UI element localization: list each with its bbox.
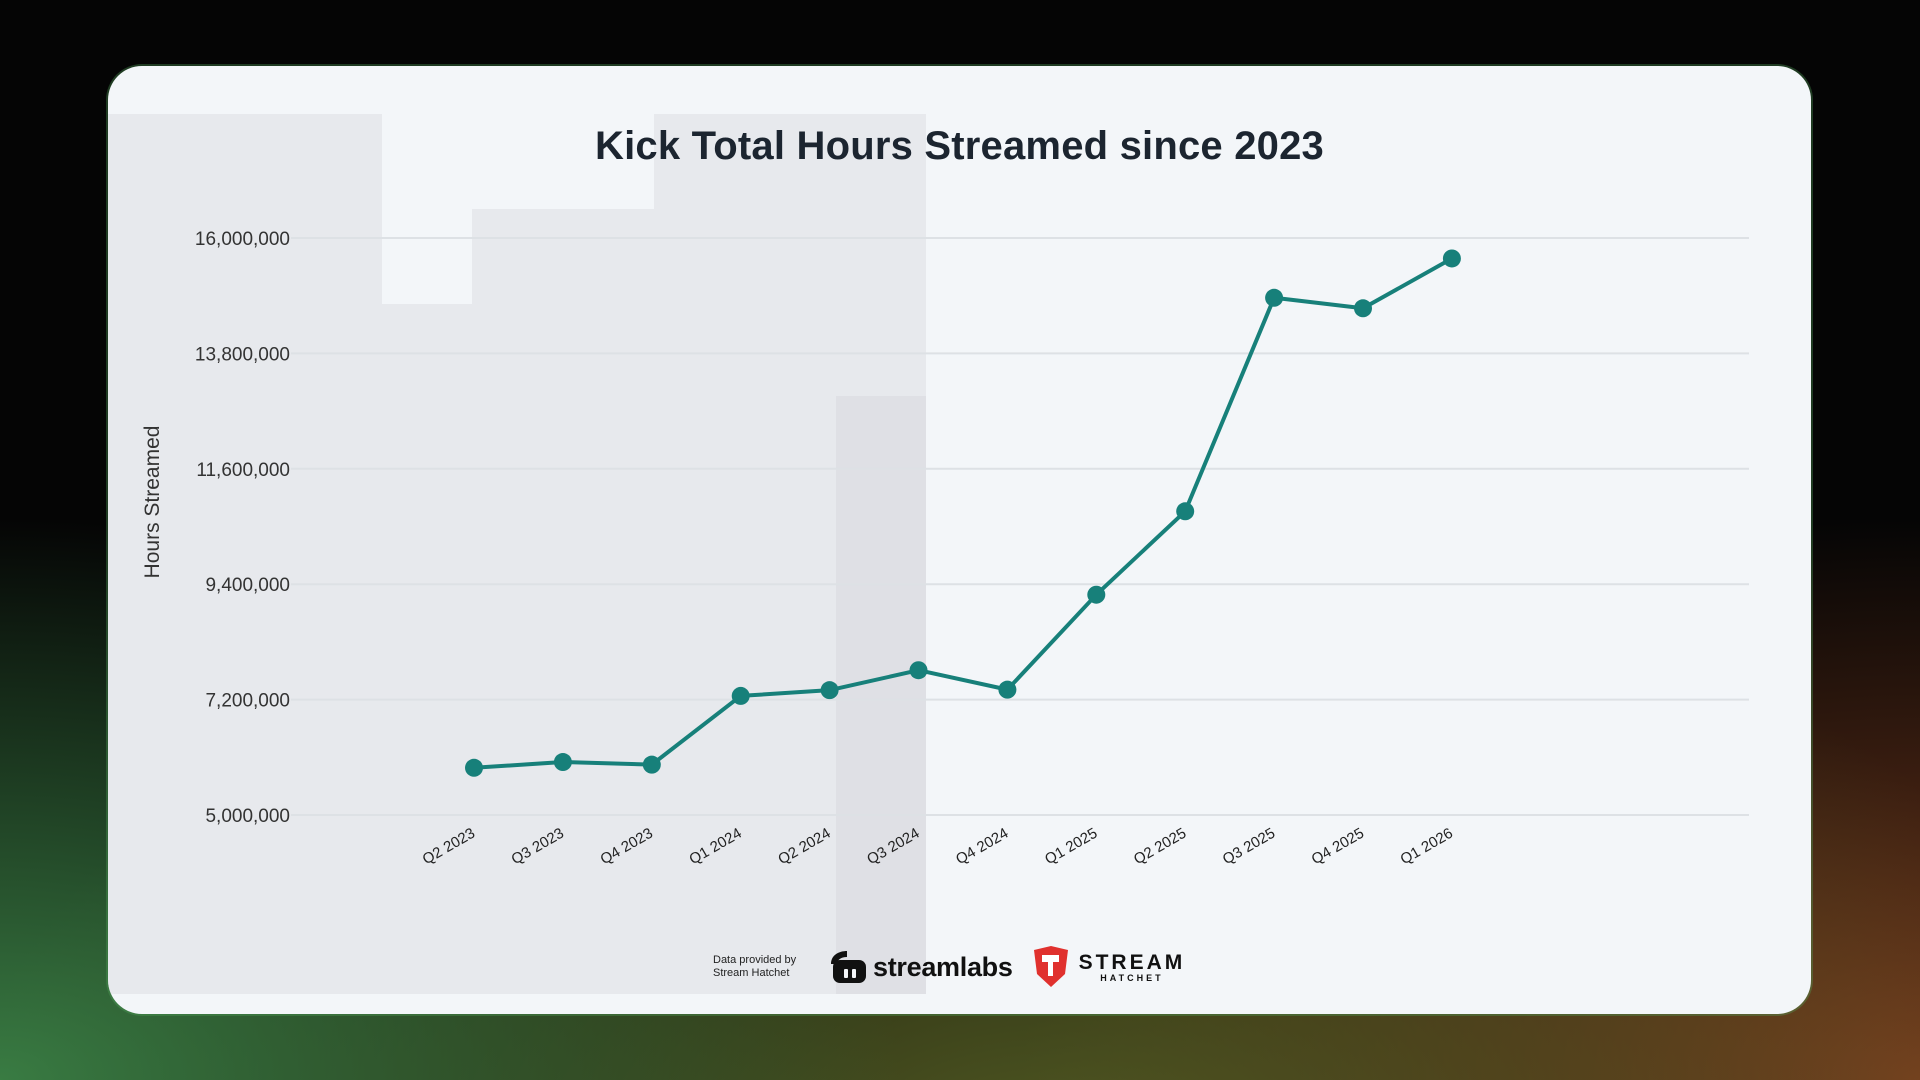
data-point — [909, 661, 928, 680]
y-axis-label: Hours Streamed — [141, 426, 164, 579]
data-point — [465, 758, 483, 777]
y-tick-label: 5,000,000 — [205, 806, 290, 827]
line-chart: 5,000,000 7,200,000 9,400,000 11,600,000 13,… — [141, 229, 1749, 868]
x-tick-label: Q3 2023 — [509, 825, 567, 868]
streamlabs-icon — [831, 951, 866, 983]
x-tick-label: Q3 2025 — [1220, 825, 1278, 868]
chart-card: 5,000,000 7,200,000 9,400,000 11,600,000 13,… — [108, 66, 1811, 1014]
background-block — [836, 396, 926, 994]
y-axis-ticks: 5,000,000 7,200,000 9,400,000 11,600,000 13,… — [195, 229, 290, 827]
series-line — [465, 249, 1461, 777]
credit-line: Stream Hatchet — [713, 967, 790, 979]
y-tick-label: 16,000,000 — [195, 229, 290, 250]
y-tick-label: 7,200,000 — [205, 691, 290, 712]
background-block — [654, 114, 926, 994]
footer-credits: Data provided by Stream Hatchet streamla… — [713, 942, 1185, 992]
data-point — [731, 686, 750, 705]
background-block — [108, 114, 382, 994]
data-point — [1442, 249, 1461, 268]
streamlabs-wordmark: streamlabs — [873, 951, 1013, 982]
x-tick-label: Q3 2024 — [864, 825, 922, 868]
data-point — [998, 680, 1017, 699]
x-tick-label: Q4 2025 — [1309, 825, 1367, 868]
gridlines — [291, 237, 1749, 816]
x-tick-label: Q1 2024 — [686, 825, 744, 868]
credit-line: Data provided by — [713, 954, 797, 966]
data-point — [1354, 299, 1372, 318]
data-credit: Data provided by Stream Hatchet — [713, 954, 813, 980]
data-point — [1087, 585, 1106, 604]
series-line-path — [472, 256, 1454, 770]
data-point — [1176, 502, 1195, 521]
hatchet-shield-icon — [1033, 946, 1068, 987]
streamlabs-logo: streamlabs — [827, 950, 1013, 984]
y-tick-label: 11,600,000 — [196, 460, 290, 481]
x-tick-label: Q2 2023 — [420, 825, 478, 868]
y-tick-label: 13,800,000 — [195, 344, 290, 365]
stream-hatchet-logo: STREAM HATCHET — [1031, 946, 1186, 988]
x-tick-label: Q2 2025 — [1131, 825, 1189, 868]
data-point — [553, 753, 572, 772]
data-point — [1265, 288, 1284, 307]
chart-title: Kick Total Hours Streamed since 2023 — [595, 124, 1324, 168]
data-point — [642, 755, 661, 774]
x-tick-label: Q2 2024 — [775, 825, 833, 868]
stream-hatchet-wordmark: STREAM HATCHET — [1078, 950, 1186, 983]
x-tick-label: Q4 2024 — [953, 825, 1011, 868]
x-tick-label: Q1 2025 — [1042, 825, 1100, 868]
x-tick-label: Q1 2026 — [1398, 825, 1456, 868]
background-block — [382, 304, 472, 994]
x-axis-ticks: Q2 2023 Q3 2023 Q4 2023 Q1 2024 Q2 2024 Q3 20… — [420, 825, 1456, 868]
y-tick-label: 9,400,000 — [205, 575, 290, 596]
x-tick-label: Q4 2023 — [597, 825, 655, 868]
data-point — [820, 681, 839, 700]
background-block — [472, 209, 654, 994]
